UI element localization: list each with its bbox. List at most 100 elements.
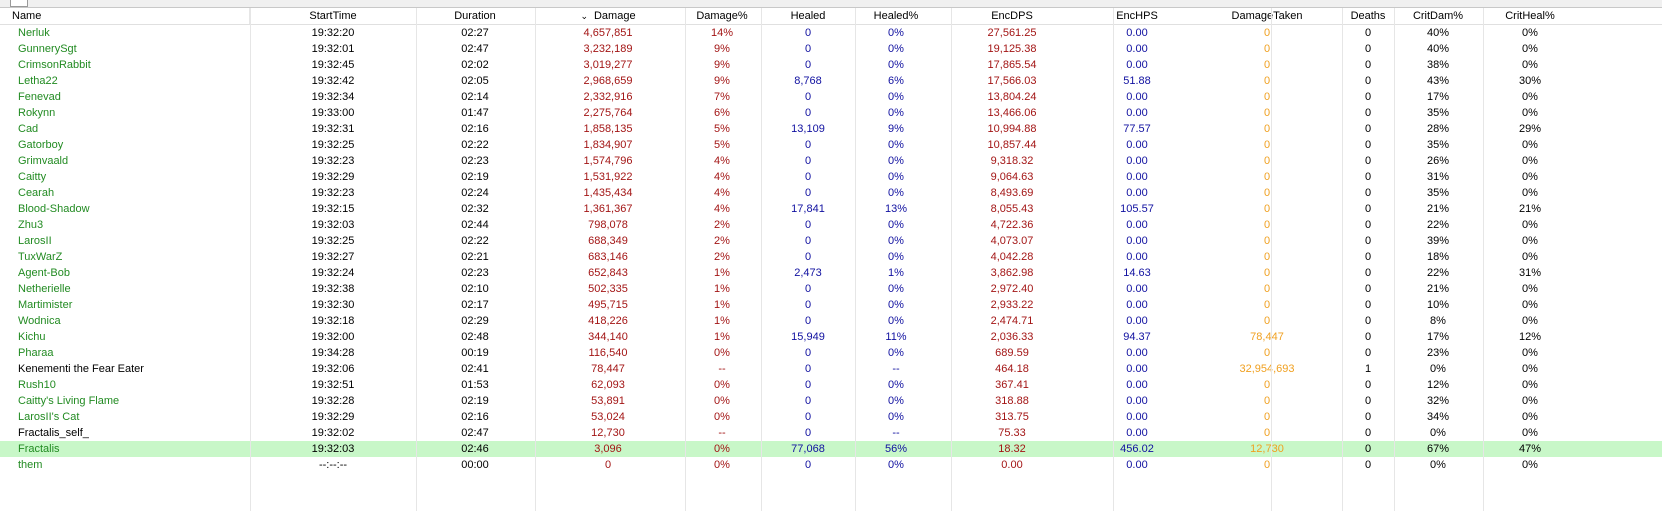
row-damage-pct-cell: 0%: [714, 443, 730, 455]
column-divider: [1271, 8, 1272, 511]
row-healed-cell: 0: [804, 171, 812, 183]
row-duration-cell: 02:22: [461, 235, 489, 247]
row-healed-pct-cell: 1%: [888, 267, 904, 279]
row-critheal-cell: 47%: [1518, 443, 1542, 455]
column-header-label: Name: [12, 10, 42, 22]
table-row[interactable]: them --:--:-- 00:00 0 0% 0 0% 0.00 0.00 0 0 0% 0%: [0, 457, 1662, 473]
row-duration-cell: 02:27: [461, 27, 489, 39]
table-row[interactable]: Nerluk 19:32:20 02:27 4,657,851 14% 0 0% 27,561…: [0, 25, 1662, 41]
table-row[interactable]: Fenevad 19:32:34 02:14 2,332,916 7% 0 0% 13,804…: [0, 89, 1662, 105]
column-divider: [855, 8, 856, 511]
column-header-critheal[interactable]: CritHeal%: [1460, 8, 1600, 24]
row-start-cell: 19:32:00: [311, 331, 355, 343]
table-row[interactable]: Rokynn 19:33:00 01:47 2,275,764 6% 0 0% 13,466.…: [0, 105, 1662, 121]
window-tab[interactable]: [10, 0, 28, 7]
row-damage-pct-cell: 4%: [714, 187, 730, 199]
table-row[interactable]: Fractalis 19:32:03 02:46 3,096 0% 77,068 56% 18…: [0, 441, 1662, 457]
table-row[interactable]: LarosII's Cat 19:32:29 02:16 53,024 0% 0 0% 313…: [0, 409, 1662, 425]
row-critdam-cell: 40%: [1426, 43, 1450, 55]
row-critdam-cell: 12%: [1426, 379, 1450, 391]
table-row[interactable]: Agent-Bob 19:32:24 02:23 652,843 1% 2,473 1% 3,…: [0, 265, 1662, 281]
row-critdam-cell: 67%: [1426, 443, 1450, 455]
row-encdps-cell: 2,036.33: [990, 331, 1034, 343]
column-header-start[interactable]: StartTime: [263, 8, 403, 24]
row-healed-pct-cell: 0%: [888, 379, 904, 391]
column-header-enchps[interactable]: EncHPS: [1067, 8, 1207, 24]
row-damage-cell: 1,574,796: [583, 155, 633, 167]
row-taken-cell: 0: [1263, 267, 1271, 279]
table-row[interactable]: Pharaa 19:34:28 00:19 116,540 0% 0 0% 689.59 0.0…: [0, 345, 1662, 361]
column-header-damage[interactable]: ⌄ Damage: [538, 8, 678, 24]
row-start-cell: 19:32:23: [311, 155, 355, 167]
table-row[interactable]: Grimvaald 19:32:23 02:23 1,574,796 4% 0 0% 9,31…: [0, 153, 1662, 169]
table-row[interactable]: Netherielle 19:32:38 02:10 502,335 1% 0 0% 2,97…: [0, 281, 1662, 297]
row-critheal-cell: 0%: [1522, 155, 1538, 167]
row-start-cell: 19:32:42: [311, 75, 355, 87]
row-critheal-cell: 0%: [1522, 315, 1538, 327]
table-row[interactable]: Cearah 19:32:23 02:24 1,435,434 4% 0 0% 8,493.6…: [0, 185, 1662, 201]
row-deaths-cell: 0: [1364, 235, 1372, 247]
table-row[interactable]: Cad 19:32:31 02:16 1,858,135 5% 13,109 9% 10,99…: [0, 121, 1662, 137]
row-healed-pct-cell: 0%: [888, 459, 904, 471]
table-row[interactable]: TuxWarZ 19:32:27 02:21 683,146 2% 0 0% 4,042.28…: [0, 249, 1662, 265]
row-damage-cell: 2,332,916: [583, 91, 633, 103]
row-damage-pct-cell: 1%: [714, 283, 730, 295]
column-header-taken[interactable]: DamageTaken: [1197, 8, 1337, 24]
table-row[interactable]: Caitty's Living Flame 19:32:28 02:19 53,891…: [0, 393, 1662, 409]
row-encdps-cell: 689.59: [995, 347, 1029, 359]
row-taken-cell: 0: [1263, 59, 1271, 71]
column-header-deaths[interactable]: Deaths: [1298, 8, 1438, 24]
table-row[interactable]: Rush10 19:32:51 01:53 62,093 0% 0 0% 367.41 0.00…: [0, 377, 1662, 393]
table-row[interactable]: GunnerySgt 19:32:01 02:47 3,232,189 9% 0 0% 19,…: [0, 41, 1662, 57]
row-critdam-cell: 35%: [1426, 139, 1450, 151]
row-start-cell: 19:32:29: [311, 411, 355, 423]
table-row[interactable]: Kenementi the Fear Eater 19:32:06 02:41 78,…: [0, 361, 1662, 377]
column-divider: [761, 8, 762, 511]
table-row[interactable]: Gatorboy 19:32:25 02:22 1,834,907 5% 0 0% 10,85…: [0, 137, 1662, 153]
table-row[interactable]: Wodnica 19:32:18 02:29 418,226 1% 0 0% 2,474.71…: [0, 313, 1662, 329]
row-critdam-cell: 38%: [1426, 59, 1450, 71]
row-critheal-cell: 0%: [1522, 459, 1538, 471]
row-name-cell: Cearah: [18, 187, 55, 199]
row-deaths-cell: 0: [1364, 315, 1372, 327]
column-header-healed[interactable]: Healed: [738, 8, 878, 24]
row-name-cell: Nerluk: [18, 27, 50, 39]
row-damage-cell: 344,140: [588, 331, 628, 343]
table-row[interactable]: Zhu3 19:32:03 02:44 798,078 2% 0 0% 4,722.36 0.0…: [0, 217, 1662, 233]
column-header-name[interactable]: Name: [0, 8, 250, 24]
table-row[interactable]: Martimister 19:32:30 02:17 495,715 1% 0 0% 2,93…: [0, 297, 1662, 313]
row-damage-pct-cell: 4%: [714, 155, 730, 167]
column-header-duration[interactable]: Duration: [405, 8, 545, 24]
column-header-critdam[interactable]: CritDam%: [1368, 8, 1508, 24]
row-deaths-cell: 0: [1364, 395, 1372, 407]
row-name-cell: Rush10: [18, 379, 56, 391]
table-row[interactable]: Letha22 19:32:42 02:05 2,968,659 9% 8,768 6% 17…: [0, 73, 1662, 89]
table-row[interactable]: Caitty 19:32:29 02:19 1,531,922 4% 0 0% 9,064.6…: [0, 169, 1662, 185]
column-divider: [416, 8, 417, 511]
row-damage-pct-cell: 2%: [714, 219, 730, 231]
column-header-damage-pct[interactable]: Damage%: [652, 8, 792, 24]
table-row[interactable]: LarosII 19:32:25 02:22 688,349 2% 0 0% 4,073.07…: [0, 233, 1662, 249]
table-row[interactable]: CrimsonRabbit 19:32:45 02:02 3,019,277 9% 0 0%…: [0, 57, 1662, 73]
row-critheal-cell: 0%: [1522, 27, 1538, 39]
table-row[interactable]: Blood-Shadow 19:32:15 02:32 1,361,367 4% 17,8…: [0, 201, 1662, 217]
row-damage-pct-cell: 5%: [714, 123, 730, 135]
column-header-healed-pct[interactable]: Healed%: [826, 8, 966, 24]
row-damage-pct-cell: 9%: [714, 59, 730, 71]
table-row[interactable]: Kichu 19:32:00 02:48 344,140 1% 15,949 11% 2,03…: [0, 329, 1662, 345]
row-damage-pct-cell: 0%: [714, 411, 730, 423]
row-encdps-cell: 8,055.43: [990, 203, 1034, 215]
row-healed-cell: 0: [804, 107, 812, 119]
row-healed-cell: 0: [804, 347, 812, 359]
column-header-encdps[interactable]: EncDPS: [942, 8, 1082, 24]
row-taken-cell: 0: [1263, 283, 1271, 295]
row-start-cell: 19:32:24: [311, 267, 355, 279]
row-damage-pct-cell: 5%: [714, 139, 730, 151]
table-row[interactable]: Fractalis_self_ 19:32:02 02:47 12,730 -- 0 -- 7…: [0, 425, 1662, 441]
row-healed-cell: 0: [804, 43, 812, 55]
row-taken-cell: 78,447: [1250, 331, 1284, 343]
row-critdam-cell: 17%: [1426, 91, 1450, 103]
column-header-label: EncDPS: [991, 10, 1033, 22]
row-start-cell: 19:32:38: [311, 283, 355, 295]
row-name-cell: Wodnica: [18, 315, 61, 327]
